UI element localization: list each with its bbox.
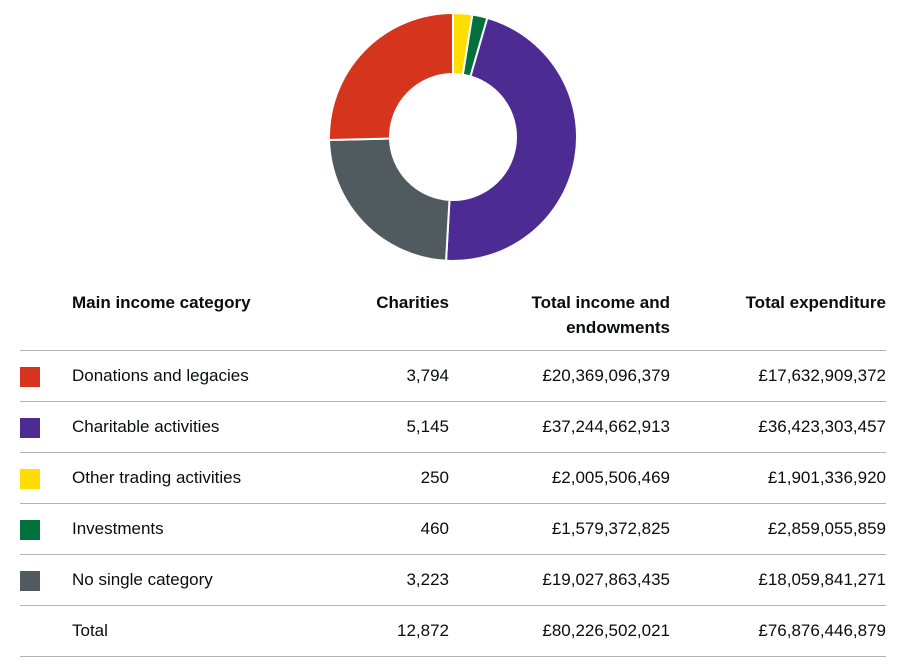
header-expenditure: Total expenditure — [745, 293, 886, 312]
table-row: Investments 460 £1,579,372,825 £2,859,05… — [20, 504, 886, 555]
row-income: £19,027,863,435 — [542, 570, 670, 589]
total-charities: 12,872 — [397, 621, 449, 640]
row-category: Other trading activities — [72, 468, 242, 487]
donut-slice — [328, 137, 451, 262]
row-category: Investments — [72, 519, 164, 538]
total-expenditure: £76,876,446,879 — [758, 621, 886, 640]
row-category: Charitable activities — [72, 417, 220, 436]
row-income: £20,369,096,379 — [542, 366, 670, 385]
legend-swatch — [20, 520, 40, 540]
row-expenditure: £18,059,841,271 — [758, 570, 886, 589]
legend-swatch — [20, 469, 40, 489]
total-label: Total — [72, 621, 108, 640]
row-income: £1,579,372,825 — [551, 519, 670, 538]
row-expenditure: £2,859,055,859 — [767, 519, 886, 538]
row-income: £2,005,506,469 — [551, 468, 670, 487]
row-charities: 3,223 — [406, 570, 449, 589]
row-charities: 5,145 — [406, 417, 449, 436]
row-income: £37,244,662,913 — [542, 417, 670, 436]
table-row: Charitable activities 5,145 £37,244,662,… — [20, 402, 886, 453]
row-charities: 250 — [420, 468, 449, 487]
row-expenditure: £1,901,336,920 — [767, 468, 886, 487]
legend-swatch — [20, 367, 40, 387]
table-header: Main income category Charities Total inc… — [20, 290, 886, 351]
row-expenditure: £17,632,909,372 — [758, 366, 886, 385]
table-row: Other trading activities 250 £2,005,506,… — [20, 453, 886, 504]
donut-chart — [328, 12, 578, 262]
header-income: Total income and endowments — [531, 293, 670, 337]
header-category: Main income category — [72, 293, 251, 312]
table-row: No single category 3,223 £19,027,863,435… — [20, 555, 886, 606]
total-income: £80,226,502,021 — [542, 621, 670, 640]
row-category: Donations and legacies — [72, 366, 249, 385]
donut-slice — [444, 16, 578, 262]
row-charities: 3,794 — [406, 366, 449, 385]
legend-swatch — [20, 418, 40, 438]
row-expenditure: £36,423,303,457 — [758, 417, 886, 436]
donut-slice — [328, 12, 454, 142]
income-table: Main income category Charities Total inc… — [20, 290, 886, 657]
legend-swatch — [20, 571, 40, 591]
header-charities: Charities — [376, 293, 449, 312]
row-charities: 460 — [420, 519, 449, 538]
table-total-row: Total 12,872 £80,226,502,021 £76,876,446… — [20, 606, 886, 657]
table-row: Donations and legacies 3,794 £20,369,096… — [20, 351, 886, 402]
row-category: No single category — [72, 570, 213, 589]
